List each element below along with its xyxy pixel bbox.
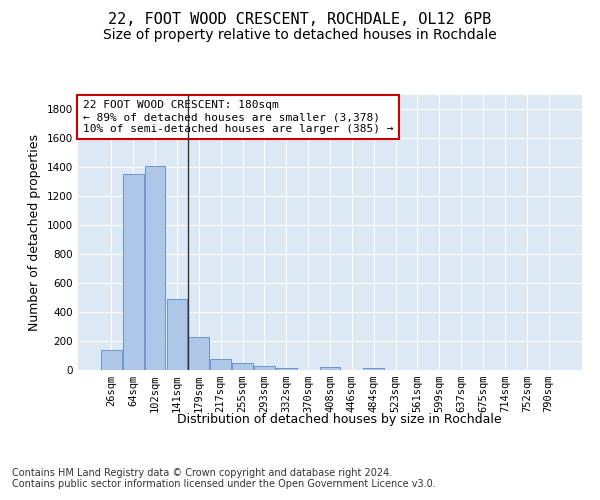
Text: Distribution of detached houses by size in Rochdale: Distribution of detached houses by size … bbox=[176, 412, 502, 426]
Text: Contains HM Land Registry data © Crown copyright and database right 2024.
Contai: Contains HM Land Registry data © Crown c… bbox=[12, 468, 436, 489]
Bar bbox=[364, 368, 384, 370]
Bar bbox=[254, 366, 275, 370]
Bar bbox=[232, 364, 253, 370]
Text: 22 FOOT WOOD CRESCENT: 180sqm
← 89% of detached houses are smaller (3,378)
10% o: 22 FOOT WOOD CRESCENT: 180sqm ← 89% of d… bbox=[83, 100, 394, 134]
Bar bbox=[145, 166, 166, 370]
Bar bbox=[101, 350, 122, 370]
Bar bbox=[123, 174, 143, 370]
Text: Size of property relative to detached houses in Rochdale: Size of property relative to detached ho… bbox=[103, 28, 497, 42]
Bar bbox=[210, 359, 231, 370]
Bar bbox=[167, 299, 187, 370]
Bar bbox=[320, 368, 340, 370]
Bar bbox=[188, 338, 209, 370]
Bar bbox=[276, 368, 296, 370]
Y-axis label: Number of detached properties: Number of detached properties bbox=[28, 134, 41, 331]
Text: 22, FOOT WOOD CRESCENT, ROCHDALE, OL12 6PB: 22, FOOT WOOD CRESCENT, ROCHDALE, OL12 6… bbox=[109, 12, 491, 28]
